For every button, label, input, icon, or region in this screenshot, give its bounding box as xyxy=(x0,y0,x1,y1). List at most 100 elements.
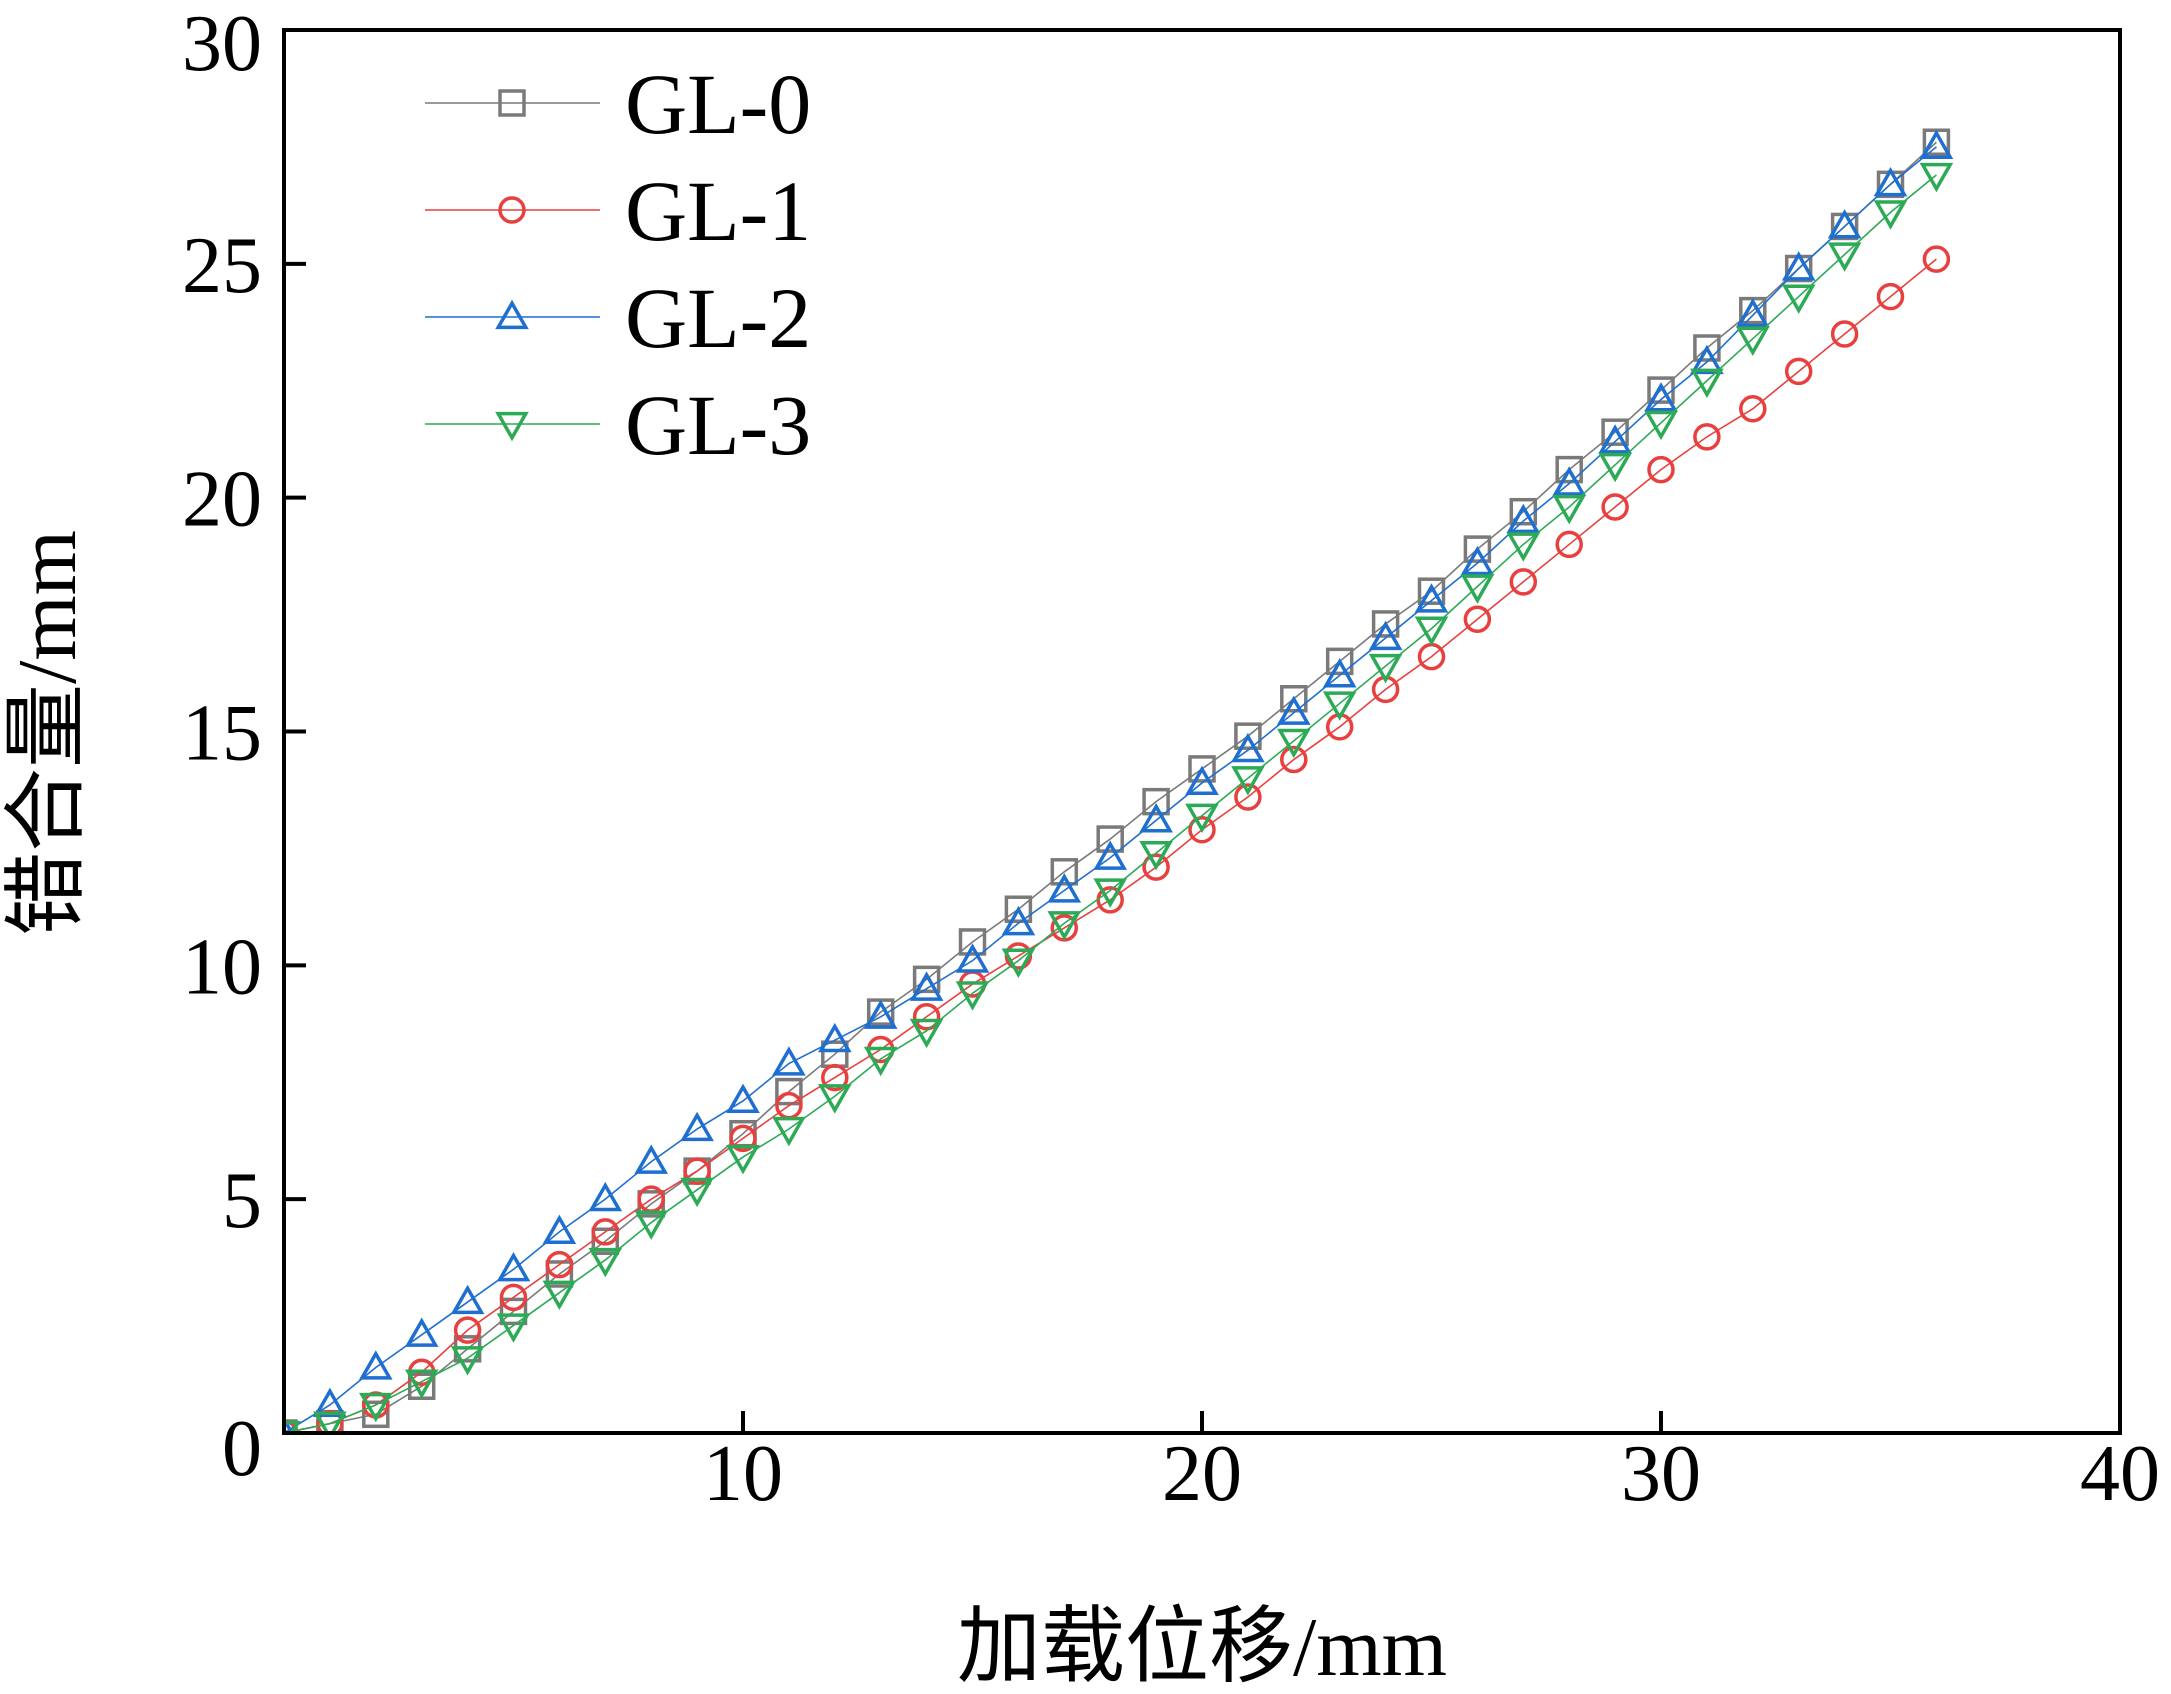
data-point-gl-3 xyxy=(1139,840,1173,871)
data-point-gl-0 xyxy=(1325,647,1354,676)
data-point-gl-2 xyxy=(450,1284,485,1315)
data-point-gl-1 xyxy=(545,1250,574,1279)
x-tick-label: 10 xyxy=(703,1430,783,1518)
data-point-gl-3 xyxy=(1598,452,1632,483)
data-point-gl-2 xyxy=(1414,583,1449,613)
data-point-gl-2 xyxy=(496,1251,531,1282)
data-point-gl-3 xyxy=(1047,911,1082,941)
legend-label: GL-1 xyxy=(625,163,811,259)
data-point-gl-3 xyxy=(1460,574,1495,604)
y-tick-label: 30 xyxy=(182,0,262,88)
plot-frame xyxy=(282,28,2122,1435)
data-point-gl-2 xyxy=(1185,765,1219,796)
data-point-gl-3 xyxy=(313,1411,347,1433)
data-point-gl-2 xyxy=(358,1350,393,1380)
y-tick-label: 20 xyxy=(182,456,262,544)
series-line-gl-0 xyxy=(284,141,1937,1433)
data-point-gl-3 xyxy=(1276,728,1311,759)
data-point-gl-2 xyxy=(1644,382,1678,412)
data-point-gl-3 xyxy=(1001,948,1036,978)
data-point-gl-0 xyxy=(1096,825,1124,853)
legend-item-gl-0: GL-0 xyxy=(425,56,811,152)
data-point-gl-3 xyxy=(1506,532,1541,562)
data-point-gl-2 xyxy=(634,1144,669,1174)
data-point-gl-2 xyxy=(909,971,944,1001)
data-point-gl-1 xyxy=(1922,245,1951,273)
data-point-gl-2 xyxy=(588,1181,623,1212)
series-line-gl-3 xyxy=(284,174,1937,1433)
data-point-gl-1 xyxy=(453,1316,482,1344)
data-point-gl-2 xyxy=(1276,695,1311,725)
legend-label: GL-0 xyxy=(625,56,811,152)
data-point-gl-1 xyxy=(729,1124,757,1153)
data-point-gl-0 xyxy=(499,1297,528,1326)
data-point-gl-1 xyxy=(1739,395,1767,423)
data-point-gl-0 xyxy=(912,965,941,994)
y-tick-label: 25 xyxy=(182,222,262,310)
data-point-gl-2 xyxy=(772,1046,806,1076)
data-point-gl-2 xyxy=(1047,873,1082,903)
data-point-gl-2 xyxy=(817,1022,852,1053)
data-point-gl-2 xyxy=(1506,503,1541,534)
data-point-gl-1 xyxy=(1280,745,1308,774)
data-point-gl-1 xyxy=(499,1283,528,1312)
data-point-gl-3 xyxy=(1690,368,1724,399)
data-point-gl-0 xyxy=(362,1400,390,1429)
data-point-gl-2 xyxy=(1781,251,1816,281)
data-point-gl-3 xyxy=(726,1144,760,1175)
data-point-gl-3 xyxy=(909,1018,944,1049)
y-tick-label: 5 xyxy=(222,1157,262,1245)
series-gl-2 xyxy=(284,129,1954,1433)
data-point-gl-1 xyxy=(1188,815,1216,844)
series-line-gl-1 xyxy=(284,258,1937,1433)
data-point-gl-2 xyxy=(1873,167,1908,197)
data-point-gl-2 xyxy=(1735,297,1770,328)
legend-marker xyxy=(495,411,529,442)
legend: GL-0 GL-1 GL-2 GL-3 xyxy=(425,56,811,473)
y-tick-label: 10 xyxy=(182,923,262,1011)
x-tick-label: 30 xyxy=(1621,1430,1701,1518)
x-axis-title: 加载位移/mm xyxy=(957,1601,1447,1694)
legend-label: GL-2 xyxy=(625,270,811,366)
data-point-gl-2 xyxy=(1139,803,1173,833)
data-point-gl-0 xyxy=(1142,787,1170,816)
data-point-gl-0 xyxy=(1234,722,1262,750)
data-point-gl-2 xyxy=(1368,620,1403,651)
data-point-gl-0 xyxy=(1693,334,1721,362)
data-point-gl-3 xyxy=(1185,803,1219,834)
data-point-gl-0 xyxy=(958,928,987,956)
legend-label: GL-3 xyxy=(625,377,811,473)
x-tick-label: 20 xyxy=(1162,1430,1242,1518)
data-point-gl-0 xyxy=(775,1077,803,1106)
data-point-gl-2 xyxy=(404,1317,439,1347)
data-point-gl-3 xyxy=(450,1346,485,1376)
data-point-gl-3 xyxy=(1368,653,1403,684)
data-point-gl-2 xyxy=(542,1214,577,1245)
data-point-gl-2 xyxy=(1322,658,1357,688)
data-point-gl-3 xyxy=(863,1046,898,1077)
data-point-gl-2 xyxy=(863,999,898,1029)
y-tick-label: 0 xyxy=(222,1405,262,1493)
legend-marker xyxy=(495,299,529,330)
data-point-gl-3 xyxy=(772,1116,806,1147)
data-point-gl-0 xyxy=(1371,610,1400,638)
x-tick-label: 40 xyxy=(2080,1430,2160,1518)
legend-item-gl-2: GL-2 xyxy=(425,270,811,366)
data-point-gl-0 xyxy=(1463,535,1492,563)
data-point-gl-1 xyxy=(1876,282,1905,311)
series-gl-3 xyxy=(284,162,1954,1433)
series-layer xyxy=(284,128,1954,1433)
legend-marker xyxy=(498,196,526,224)
data-point-gl-3 xyxy=(542,1280,577,1311)
y-axis-title: 错合量/mm xyxy=(1,530,94,936)
data-point-gl-2 xyxy=(1001,905,1036,936)
data-point-gl-3 xyxy=(404,1369,439,1399)
data-point-gl-3 xyxy=(955,981,990,1011)
data-point-gl-3 xyxy=(588,1247,623,1278)
data-point-gl-2 xyxy=(726,1083,760,1114)
data-point-gl-1 xyxy=(1784,357,1813,386)
data-point-gl-3 xyxy=(1231,766,1265,796)
data-point-gl-3 xyxy=(1781,284,1816,314)
data-point-gl-0 xyxy=(1050,858,1079,886)
y-tick-label: 15 xyxy=(182,690,262,778)
